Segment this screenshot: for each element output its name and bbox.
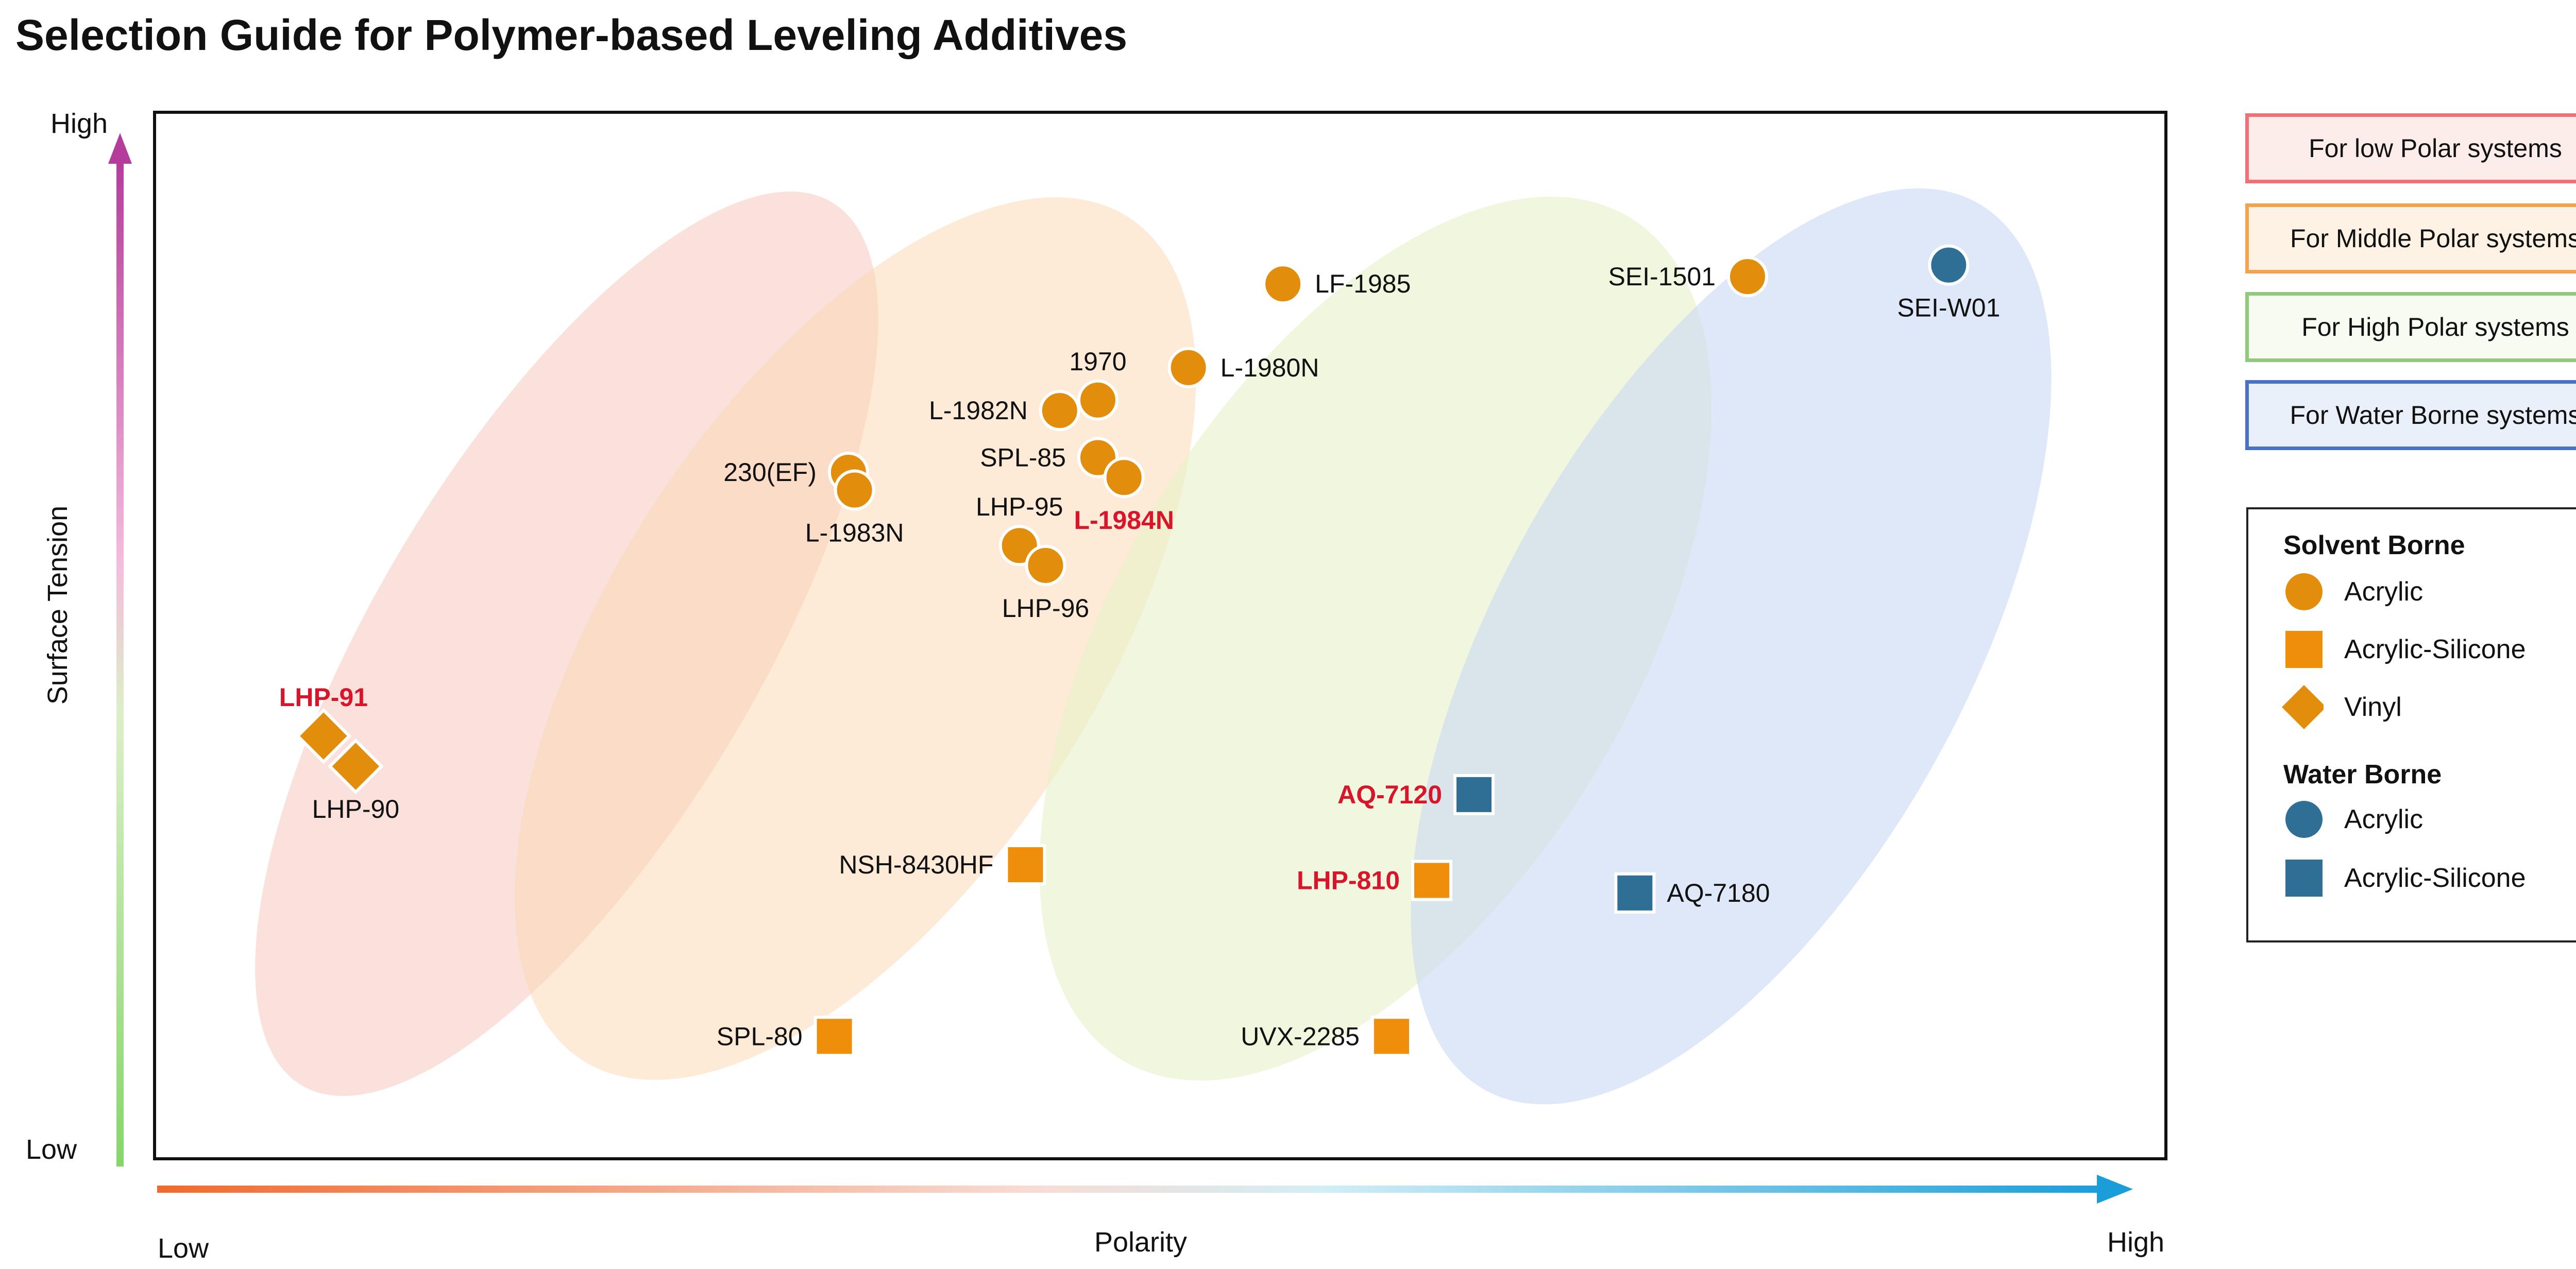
data-point-label: L-1984N [1074,506,1174,535]
region-legend-item: For low Polar systems [2245,113,2576,183]
data-point-label: L-1980N [1221,353,1319,382]
region-legend-item: For Middle Polar systems [2245,203,2576,273]
data-point-square [1005,844,1046,886]
data-point-label: SPL-85 [980,443,1066,472]
data-point-label: NSH-8430HF [839,850,993,879]
data-point-square [1411,860,1453,901]
data-point-square [1614,872,1656,914]
plot-frame [153,111,2167,1160]
data-point-circle [1167,347,1209,388]
legend-item-label: Acrylic-Silicone [2344,634,2526,664]
data-point-circle [1928,244,1970,286]
data-point-label: SPL-80 [717,1022,803,1051]
solvent-borne-heading: Solvent Borne [2283,530,2465,560]
legend-item-solvent-vinyl: Vinyl [2282,685,2402,729]
legend-item-solvent-acrylic: Acrylic [2284,571,2423,612]
data-point-label: L-1982N [929,396,1028,425]
data-point-label: L-1983N [805,519,904,547]
region-legend-item: For Water Borne systems [2245,380,2576,450]
x-axis-low-label: Low [158,1233,209,1264]
data-point-label: 230(EF) [723,458,817,487]
region-legend-item: For High Polar systems [2245,292,2576,362]
data-point-circle [1077,379,1118,421]
data-point-circle [1025,544,1066,586]
data-point-label: LF-1985 [1315,269,1411,298]
orange-square-icon [2284,630,2324,669]
legend-item-label: Acrylic [2344,577,2424,607]
data-point-square [1453,774,1495,815]
data-point-circle [1726,256,1768,298]
marker-legend: Solvent Borne Acrylic Acrylic-Silicone V… [2246,507,2576,942]
legend-item-label: Acrylic-Silicone [2344,863,2526,893]
x-axis-bar [157,1186,2105,1193]
x-axis-title: Polarity [1094,1227,1187,1258]
region-middle-polar [514,197,1196,1080]
data-point-label: AQ-7180 [1667,879,1770,907]
data-point-label: AQ-7120 [1337,780,1442,809]
data-point-label: LHP-96 [1002,594,1090,623]
data-point-label: LHP-91 [279,683,368,712]
orange-circle-icon [2284,572,2324,611]
region-high-polar [1039,196,1712,1081]
data-point-label: UVX-2285 [1241,1022,1360,1051]
legend-item-water-acrylic: Acrylic [2284,799,2423,840]
region-water-borne [1411,188,2052,1105]
data-point-label: 1970 [1069,347,1126,376]
y-axis-bar [116,160,124,1167]
points-layer: LF-1985 SEI-1501 SEI-W01 1970 L-1980N L-1982N… [279,244,2000,1057]
legend-item-label: Vinyl [2344,692,2402,722]
data-point-label: LHP-95 [976,492,1063,521]
data-point-circle [1103,457,1145,499]
x-axis-high-label: High [2107,1227,2164,1258]
blue-circle-icon [2284,800,2324,839]
orange-diamond-icon [2282,685,2324,729]
data-point-square [814,1016,855,1057]
data-point-label: LHP-810 [1297,866,1400,895]
data-point-circle [1039,390,1080,432]
regions-layer [255,188,2052,1105]
y-axis-title: Surface Tension [42,506,73,705]
legend-item-label: Acrylic [2344,804,2424,834]
legend-item-water-acrylic-silicone: Acrylic-Silicone [2284,858,2526,899]
legend-item-solvent-acrylic-silicone: Acrylic-Silicone [2284,629,2526,670]
data-point-label: SEI-1501 [1608,262,1715,291]
water-borne-heading: Water Borne [2283,760,2442,790]
y-axis-high-label: High [50,108,108,139]
data-point-circle [834,469,875,511]
x-axis-arrowhead [2097,1175,2133,1204]
data-point-square [1370,1016,1412,1057]
data-point-circle [1262,263,1304,305]
data-point-label: SEI-W01 [1897,294,2000,322]
y-axis-low-label: Low [26,1134,77,1165]
data-point-label: LHP-90 [312,795,400,824]
blue-square-icon [2284,859,2324,898]
y-axis-arrowhead [108,133,132,164]
data-point-diamond [328,738,384,795]
data-point-diamond [295,708,352,764]
chart-title: Selection Guide for Polymer-based Leveli… [15,11,1128,59]
